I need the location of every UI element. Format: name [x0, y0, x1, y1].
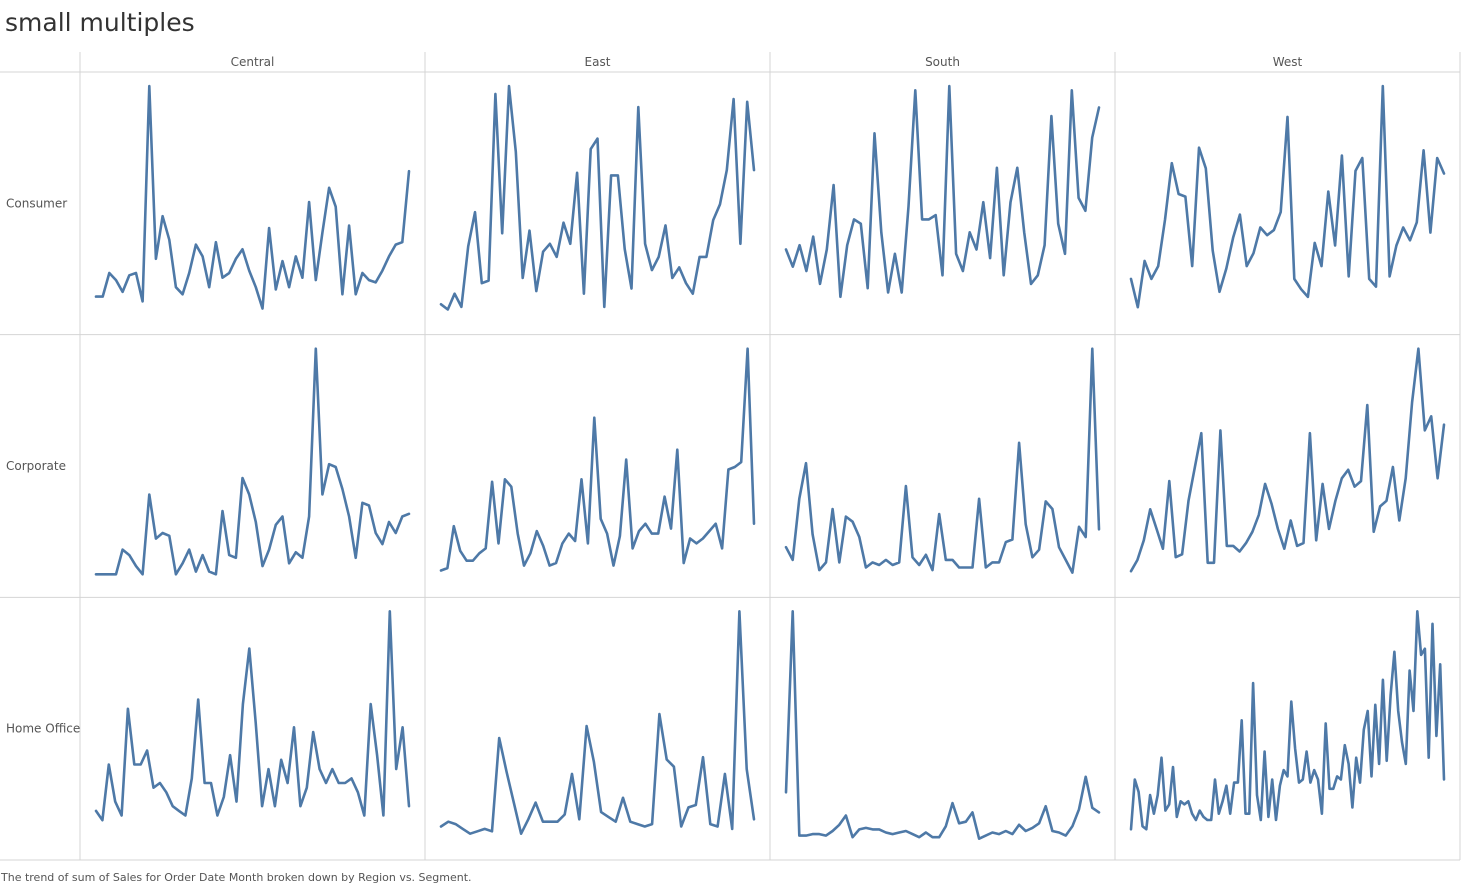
series-line-south-home-office: [784, 609, 1101, 841]
page-title: small multiples: [5, 8, 195, 37]
series-line-east-consumer: [439, 84, 756, 311]
series-line-east-corporate: [439, 347, 756, 572]
series-line-central-consumer: [94, 84, 411, 310]
column-header-south: South: [925, 55, 960, 69]
series-line-west-consumer: [1129, 84, 1446, 309]
chart-caption: The trend of sum of Sales for Order Date…: [1, 871, 472, 884]
series-line-west-home-office: [1129, 609, 1446, 831]
row-header-consumer: Consumer: [6, 196, 67, 210]
column-header-west: West: [1273, 55, 1303, 69]
series-line-central-corporate: [94, 347, 411, 576]
row-header-home-office: Home Office: [6, 722, 80, 736]
small-multiples-chart: Central East South West Consumer Corporate Hom…: [0, 52, 1461, 861]
series-line-west-corporate: [1129, 347, 1446, 573]
series-line-south-corporate: [784, 347, 1101, 574]
column-header-east: East: [585, 55, 611, 69]
series-line-east-home-office: [439, 609, 756, 836]
series-line-central-home-office: [94, 609, 411, 822]
column-header-central: Central: [231, 55, 275, 69]
series-line-south-consumer: [784, 84, 1101, 299]
row-header-corporate: Corporate: [6, 459, 66, 473]
